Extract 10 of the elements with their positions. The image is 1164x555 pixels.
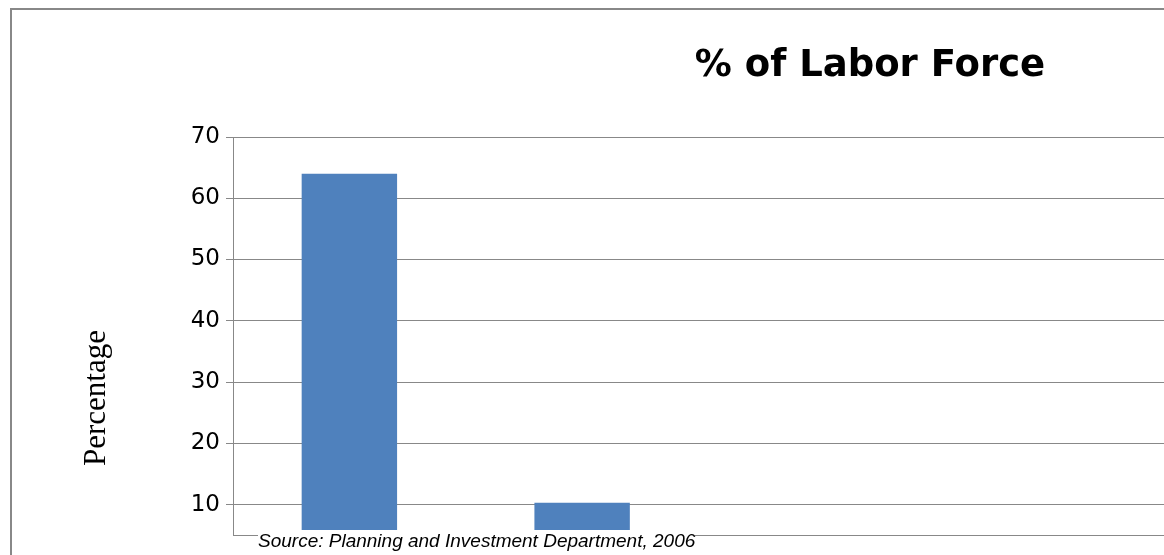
y-tick-label: 10: [190, 489, 220, 516]
y-tick-label: 70: [190, 121, 220, 148]
y-tick-label: 60: [190, 183, 220, 210]
y-tick-label: 40: [190, 305, 220, 332]
y-axis-title: Percentage: [77, 330, 113, 466]
chart-title: % of Labor Force: [693, 42, 1047, 85]
y-tick-label: 20: [190, 428, 220, 455]
annotation: Source: Planning and Investment Department, 2006: [258, 530, 696, 552]
y-tick-label: 30: [190, 367, 220, 394]
y-tick-label: 50: [190, 244, 220, 271]
